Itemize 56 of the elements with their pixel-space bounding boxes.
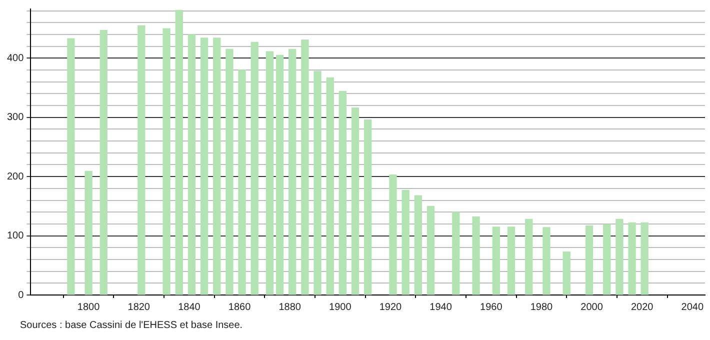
bar xyxy=(603,224,611,295)
bar xyxy=(616,218,624,295)
bar xyxy=(525,218,533,295)
x-tick-label: 2000 xyxy=(580,302,604,313)
x-tick-label: 1960 xyxy=(480,302,503,313)
bar xyxy=(542,227,550,295)
y-tick-label: 0 xyxy=(18,290,24,301)
bar xyxy=(301,39,309,295)
bar xyxy=(100,30,108,295)
bar xyxy=(266,51,274,295)
bar xyxy=(452,212,460,295)
bar xyxy=(389,174,397,295)
bar xyxy=(414,195,422,295)
x-tick-label: 1820 xyxy=(128,302,150,313)
bar xyxy=(492,226,500,295)
x-tick-label: 1900 xyxy=(329,302,352,313)
x-tick-label: 1920 xyxy=(379,302,402,313)
bar xyxy=(162,28,170,295)
bar xyxy=(426,206,435,295)
bar xyxy=(250,42,258,295)
bar xyxy=(67,38,75,295)
bar xyxy=(213,38,221,295)
bar xyxy=(175,10,183,295)
bar xyxy=(314,70,322,295)
bar xyxy=(472,216,480,295)
bar xyxy=(338,90,347,295)
bar xyxy=(351,108,360,295)
bar xyxy=(200,38,208,295)
bar xyxy=(84,170,92,295)
bar xyxy=(326,77,334,295)
bar xyxy=(562,251,570,295)
x-tick-label: 1800 xyxy=(77,302,100,313)
x-tick-label: 2020 xyxy=(630,302,654,313)
bar xyxy=(226,48,234,295)
bar xyxy=(276,54,284,295)
y-tick-label: 400 xyxy=(6,52,24,64)
bar xyxy=(585,225,594,295)
bar xyxy=(138,25,146,295)
y-tick-label: 300 xyxy=(6,112,24,124)
bar xyxy=(402,190,410,295)
bar xyxy=(238,70,246,295)
bar xyxy=(364,119,372,295)
x-tick-label: 1940 xyxy=(430,302,452,313)
source-note: Sources : base Cassini de l'EHESS et base Insee. xyxy=(20,320,243,331)
bar xyxy=(188,34,196,295)
y-tick-label: 100 xyxy=(6,230,24,242)
x-tick-label: 2040 xyxy=(681,302,704,313)
bar xyxy=(288,48,296,295)
x-tick-label: 1980 xyxy=(530,302,554,313)
x-tick-label: 1840 xyxy=(178,302,201,313)
x-tick-label: 1880 xyxy=(278,302,302,313)
bar xyxy=(628,222,636,295)
bar xyxy=(640,222,648,295)
x-tick-label: 1860 xyxy=(228,302,252,313)
bar xyxy=(507,226,516,295)
y-tick-label: 200 xyxy=(6,171,24,182)
